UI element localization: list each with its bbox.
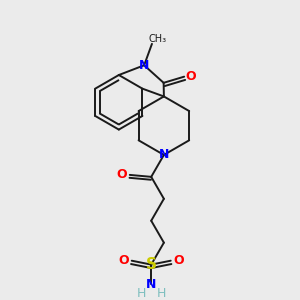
Text: O: O <box>173 254 184 267</box>
Text: O: O <box>118 254 129 267</box>
Text: O: O <box>117 168 127 182</box>
Text: N: N <box>139 59 149 72</box>
Text: S: S <box>146 257 157 272</box>
Text: N: N <box>146 278 156 291</box>
Text: H: H <box>137 287 146 300</box>
Text: H: H <box>156 287 166 300</box>
Text: O: O <box>186 70 196 83</box>
Text: N: N <box>159 148 169 161</box>
Text: CH₃: CH₃ <box>149 34 167 44</box>
